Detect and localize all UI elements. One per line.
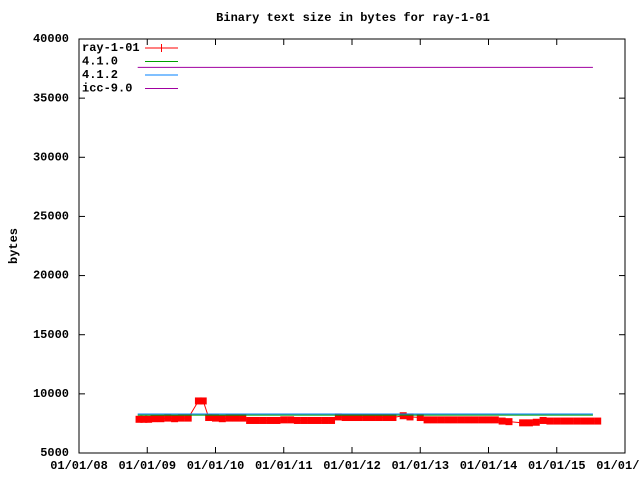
point — [471, 416, 479, 424]
x-tick-label: 01/01/15 — [528, 459, 586, 473]
point — [259, 416, 267, 424]
point — [145, 415, 153, 423]
point — [430, 416, 438, 424]
point — [498, 417, 506, 425]
x-tick-label: 01/01/10 — [187, 459, 245, 473]
point — [212, 414, 219, 422]
point — [150, 415, 158, 423]
point — [355, 414, 363, 422]
point — [157, 415, 165, 423]
point — [135, 415, 143, 423]
legend-marker — [157, 44, 166, 52]
point — [389, 414, 397, 422]
y-tick-label: 30000 — [33, 150, 69, 164]
point — [199, 397, 207, 405]
y-tick-label: 35000 — [33, 91, 69, 105]
point — [307, 416, 315, 424]
point — [519, 419, 527, 427]
point — [532, 418, 540, 426]
point — [341, 414, 349, 422]
point — [594, 417, 602, 425]
point — [232, 414, 240, 422]
point — [266, 416, 274, 424]
point — [246, 416, 254, 424]
point — [478, 416, 486, 424]
y-tick-label: 5000 — [40, 446, 69, 460]
point — [399, 412, 407, 420]
point — [444, 416, 452, 424]
point — [273, 416, 281, 424]
y-tick-label: 40000 — [33, 32, 69, 46]
point — [205, 414, 213, 422]
point — [580, 417, 588, 425]
x-tick-label: 01/01/16 — [596, 459, 640, 473]
x-tick-label: 01/01/08 — [50, 459, 108, 473]
point — [171, 415, 179, 423]
x-tick-label: 01/01/09 — [118, 459, 176, 473]
y-tick-label: 15000 — [33, 328, 69, 342]
point — [218, 415, 226, 423]
point — [525, 419, 533, 427]
point — [334, 413, 342, 421]
legend-label: 4.1.2 — [82, 68, 118, 82]
point — [457, 416, 465, 424]
point — [252, 416, 260, 424]
point — [566, 417, 574, 425]
x-tick-label: 01/01/13 — [391, 459, 449, 473]
point — [225, 414, 233, 422]
point — [450, 416, 458, 424]
point — [184, 414, 192, 422]
y-tick-label: 10000 — [33, 387, 69, 401]
point — [416, 414, 424, 422]
y-tick-label: 25000 — [33, 210, 69, 224]
point — [287, 416, 295, 424]
point — [348, 414, 356, 422]
point — [362, 414, 370, 422]
point — [573, 417, 581, 425]
legend-label: ray-1-01 — [82, 41, 140, 55]
point — [293, 416, 301, 424]
x-tick-label: 01/01/12 — [323, 459, 381, 473]
point — [368, 414, 376, 422]
chart-title: Binary text size in bytes for ray-1-01 — [216, 11, 490, 25]
point — [491, 416, 499, 424]
point — [164, 414, 172, 422]
legend-label: 4.1.0 — [82, 55, 118, 69]
point — [464, 416, 472, 424]
point — [328, 416, 336, 424]
point — [375, 414, 383, 422]
legend-label: icc-9.0 — [82, 82, 132, 96]
point — [321, 416, 329, 424]
y-axis-label: bytes — [7, 228, 21, 264]
point — [239, 414, 247, 422]
point — [280, 416, 288, 424]
point — [300, 416, 308, 424]
x-tick-label: 01/01/14 — [460, 459, 518, 473]
point — [194, 397, 202, 405]
plot-border — [78, 38, 626, 454]
point — [485, 416, 492, 424]
point — [546, 417, 554, 425]
point — [314, 416, 322, 424]
point — [140, 415, 148, 423]
point — [406, 413, 414, 421]
point — [560, 417, 568, 425]
point — [539, 416, 547, 424]
point — [587, 417, 595, 425]
point — [177, 414, 185, 422]
point — [423, 416, 431, 424]
y-tick-label: 20000 — [33, 269, 69, 283]
x-tick-label: 01/01/11 — [255, 459, 313, 473]
point — [553, 417, 561, 425]
point — [505, 418, 513, 426]
point — [382, 414, 390, 422]
point — [437, 416, 445, 424]
